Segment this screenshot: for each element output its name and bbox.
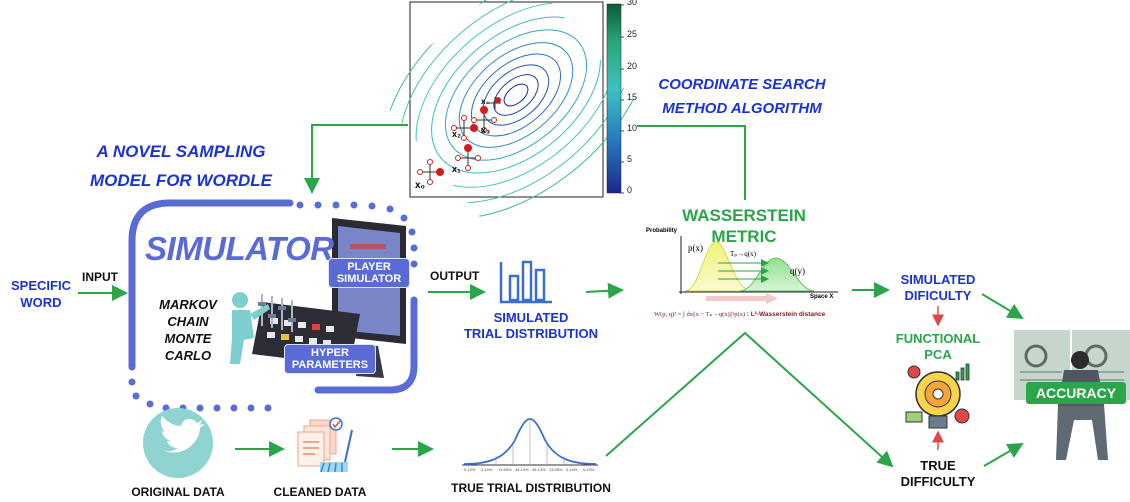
accuracy-badge: ACCURACY (1026, 382, 1126, 404)
colorbar-tick: 20 (627, 61, 638, 71)
true-trial-label: TRUE TRIAL DISTRIBUTION (451, 481, 611, 495)
hyper-line: HYPER (311, 347, 349, 359)
specific-word-label: SPECIFIC WORD (4, 277, 78, 311)
coordinate-line-1: COORDINATE SEARCH (658, 76, 826, 93)
true-difficulty-label: TRUE DIFFICULTY (890, 458, 986, 490)
simulated-trial-line: SIMULATED (493, 310, 569, 325)
mcmc-line: CARLO (164, 348, 212, 363)
normal-tick: 34.13% (532, 467, 546, 472)
simulated-trial-line: TRIAL DISTRIBUTION (463, 326, 599, 341)
wasserstein-formula: W(p, q)² = ∫ dx||x − Tₚ→q(x)||²p(x) : L²… (654, 310, 825, 318)
hyper-parameters-badge: HYPER PARAMETERS (284, 344, 376, 374)
colorbar-tick: 5 (627, 154, 633, 164)
lightbulb-icon (905, 363, 970, 429)
wasserstein-plot (679, 236, 838, 304)
point-label: x₂ (452, 129, 462, 139)
title: A NOVEL SAMPLING MODEL FOR WORDLE (76, 137, 286, 195)
cleaned-data-label: CLEANED DATA (273, 485, 367, 499)
mcmc-line: CHAIN (167, 314, 209, 329)
px-label: p(x) (688, 243, 703, 253)
normal-tick: 2.14% (566, 467, 578, 472)
output-label: OUTPUT (430, 269, 480, 283)
formula-text: W(p, q)² = ∫ dx||x − Tₚ→q(x)||²p(x) (654, 311, 746, 318)
normal-tick: 2.14% (481, 467, 493, 472)
colorbar-tick: 25 (627, 29, 638, 39)
fpca-line: FUNCTIONAL (895, 331, 981, 346)
normal-tick: 0.13% (583, 467, 595, 472)
qy-label: q(y) (790, 266, 805, 276)
bar-chart-icon (499, 260, 552, 304)
simulated-difficulty-label: SIMULATED DIFICULTY (890, 272, 986, 304)
player-simulator-badge: PLAYER SIMULATOR (328, 258, 410, 288)
input-label: INPUT (82, 270, 118, 284)
colorbar-tick: 15 (627, 92, 638, 102)
simulated-trial-label: SIMULATED TRIAL DISTRIBUTION (450, 310, 612, 342)
title-line-1: A NOVEL SAMPLING (96, 142, 266, 161)
title-line-2: MODEL FOR WORDLE (90, 171, 272, 190)
true-diff-line: DIFFICULTY (900, 474, 976, 489)
twitter-icon (143, 408, 213, 478)
colorbar-tick: 0 (627, 185, 633, 195)
specific-word-line: WORD (20, 295, 62, 310)
mcmc-line: MARKOV (159, 297, 217, 312)
wasserstein-ylabel: Probability (646, 228, 678, 234)
colorbar-tick: 10 (627, 123, 638, 133)
coordinate-line-2: METHOD ALGORITHM (662, 100, 822, 117)
contour-plot (381, 0, 649, 219)
documents-icon (297, 417, 353, 473)
formula-note: : L²-Wasserstein distance (746, 311, 826, 318)
point-label: x₃ (481, 125, 491, 135)
fpca-line: PCA (924, 347, 952, 362)
wasserstein-label: WASSERSTEIN METRIC (664, 205, 824, 247)
simulator-title: SIMULATOR (145, 230, 334, 267)
player-line: PLAYER (347, 261, 391, 273)
point-label: x₀ (415, 180, 426, 191)
functional-pca-label: FUNCTIONAL PCA (888, 331, 988, 363)
transport-label: Tₚ→q(x) (730, 250, 756, 258)
normal-tick: 13.59% (549, 467, 563, 472)
wasserstein-xlabel: Space X (810, 294, 834, 300)
wasserstein-line: WASSERSTEIN (682, 206, 806, 225)
point-label: x₄ (481, 97, 490, 106)
normal-tick: 0.13% (464, 467, 476, 472)
mcmc-line: MONTE (164, 331, 212, 346)
sim-diff-line: DIFICULTY (904, 288, 972, 303)
point-label: x₁ (452, 164, 461, 174)
normal-tick: 34.13% (515, 467, 529, 472)
mcmc-label: MARKOV CHAIN MONTE CARLO (152, 296, 224, 364)
simulator-frame (128, 199, 418, 412)
coordinate-search-label: COORDINATE SEARCH METHOD ALGORITHM (652, 73, 832, 121)
colorbar-tick: 30 (627, 0, 638, 7)
original-data-label: ORIGINAL DATA (131, 485, 225, 499)
player-line: SIMULATOR (336, 273, 402, 285)
normal-tick: 13.59% (498, 467, 512, 472)
wasserstein-line: METRIC (711, 227, 777, 246)
sim-diff-line: SIMULATED (900, 272, 976, 287)
true-diff-line: TRUE (920, 458, 956, 473)
hyper-line: PARAMETERS (291, 359, 369, 371)
normal-curve (462, 418, 598, 466)
specific-word-line: SPECIFIC (11, 278, 71, 293)
connector-arrows (78, 124, 1024, 468)
